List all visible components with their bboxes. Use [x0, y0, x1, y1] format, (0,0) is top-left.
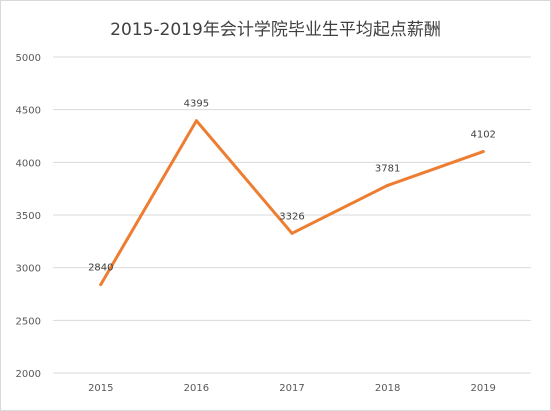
x-tick-label: 2019: [470, 383, 495, 394]
x-tick-label: 2015: [88, 383, 113, 394]
y-tick-label: 3500: [16, 211, 41, 222]
x-tick-label: 2018: [375, 383, 400, 394]
x-tick-label: 2016: [184, 383, 209, 394]
data-label: 4395: [184, 99, 209, 110]
x-tick-label: 2017: [279, 383, 304, 394]
data-label: 3326: [279, 211, 304, 222]
data-label: 4102: [470, 130, 495, 141]
data-point: [481, 150, 485, 154]
data-point: [99, 283, 103, 287]
y-tick-label: 2500: [16, 316, 41, 327]
data-point: [290, 231, 294, 235]
y-tick-label: 5000: [16, 53, 41, 64]
data-point: [194, 119, 198, 123]
series-line: [99, 119, 485, 286]
data-point: [386, 183, 390, 187]
data-label: 3781: [375, 163, 400, 174]
chart-title: 2015-2019年会计学院毕业生平均起点薪酬: [110, 20, 441, 40]
data-label: 2840: [88, 263, 113, 274]
y-tick-label: 4500: [16, 106, 41, 117]
y-tick-label: 2000: [16, 369, 41, 380]
y-tick-label: 4000: [16, 158, 41, 169]
y-tick-label: 3000: [16, 264, 41, 275]
